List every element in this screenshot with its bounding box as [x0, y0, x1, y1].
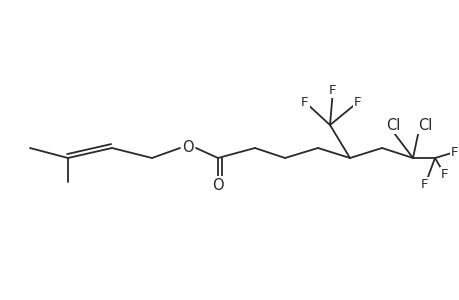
Text: F: F — [301, 95, 308, 109]
Text: O: O — [212, 178, 224, 193]
Text: F: F — [450, 146, 458, 158]
Text: F: F — [420, 178, 428, 191]
Text: Cl: Cl — [417, 118, 431, 133]
Text: F: F — [329, 83, 336, 97]
Text: O: O — [182, 140, 193, 155]
Text: Cl: Cl — [385, 118, 399, 133]
Text: F: F — [353, 95, 361, 109]
Text: F: F — [440, 169, 448, 182]
